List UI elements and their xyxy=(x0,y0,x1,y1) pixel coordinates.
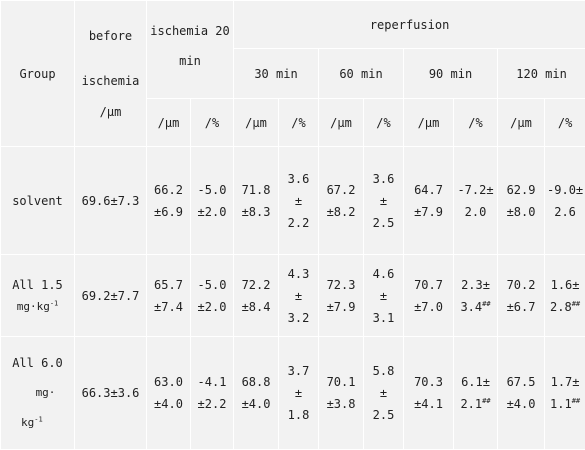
value-cell: 63.0±4.0 xyxy=(147,337,191,450)
before-cell: 69.2±7.7 xyxy=(75,255,147,337)
value-cell: 3.6±2.2 xyxy=(279,147,319,255)
value-cell: -5.0±2.0 xyxy=(191,255,234,337)
unit-um: /μm xyxy=(404,99,454,147)
value-cell: -5.0±2.0 xyxy=(191,147,234,255)
group-cell: solvent xyxy=(1,147,75,255)
unit-um: /μm xyxy=(234,99,279,147)
header-row-1: Group before ischemia /μm ischemia 20 mi… xyxy=(1,1,585,49)
table-row: All 6.0 mg· kg-1 66.3±3.6 63.0±4.0 -4.1±… xyxy=(1,337,585,450)
ischemia-20-header: ischemia 20 min xyxy=(147,1,234,99)
value-cell: -4.1±2.2 xyxy=(191,337,234,450)
value-cell: 70.3±4.1 xyxy=(404,337,454,450)
value-cell: 64.7±7.9 xyxy=(404,147,454,255)
value-cell: 1.6±2.8## xyxy=(545,255,585,337)
table-row: solvent 69.6±7.3 66.2±6.9 -5.0±2.0 71.8±… xyxy=(1,147,585,255)
unit-pct: /% xyxy=(191,99,234,147)
unit-pct: /% xyxy=(545,99,585,147)
group-header: Group xyxy=(1,1,75,147)
value-cell: 62.9±8.0 xyxy=(498,147,545,255)
value-cell: -9.0±2.6 xyxy=(545,147,585,255)
value-cell: 2.3±3.4## xyxy=(454,255,498,337)
value-cell: 4.3±3.2 xyxy=(279,255,319,337)
before-cell: 66.3±3.6 xyxy=(75,337,147,450)
value-cell: 66.2±6.9 xyxy=(147,147,191,255)
time-60-header: 60 min xyxy=(319,49,404,99)
value-cell: 65.7±7.4 xyxy=(147,255,191,337)
value-cell: 4.6±3.1 xyxy=(364,255,404,337)
before-ischemia-header: before ischemia /μm xyxy=(75,1,147,147)
value-cell: 71.8±8.3 xyxy=(234,147,279,255)
value-cell: 70.2±6.7 xyxy=(498,255,545,337)
group-cell: All 6.0 mg· kg-1 xyxy=(1,337,75,450)
unit-pct: /% xyxy=(279,99,319,147)
before-cell: 69.6±7.3 xyxy=(75,147,147,255)
unit-pct: /% xyxy=(364,99,404,147)
value-cell: 67.5±4.0 xyxy=(498,337,545,450)
unit-pct: /% xyxy=(454,99,498,147)
value-cell: 3.7±1.8 xyxy=(279,337,319,450)
value-cell: 5.8±2.5 xyxy=(364,337,404,450)
time-120-header: 120 min xyxy=(498,49,585,99)
table-row: All 1.5 mg·kg-1 69.2±7.7 65.7±7.4 -5.0±2… xyxy=(1,255,585,337)
value-cell: -7.2±2.0 xyxy=(454,147,498,255)
value-cell: 72.2±8.4 xyxy=(234,255,279,337)
value-cell: 67.2±8.2 xyxy=(319,147,364,255)
time-30-header: 30 min xyxy=(234,49,319,99)
unit-um: /μm xyxy=(147,99,191,147)
value-cell: 70.1±3.8 xyxy=(319,337,364,450)
value-cell: 6.1±2.1## xyxy=(454,337,498,450)
unit-um: /μm xyxy=(319,99,364,147)
value-cell: 1.7±1.1## xyxy=(545,337,585,450)
time-90-header: 90 min xyxy=(404,49,498,99)
unit-um: /μm xyxy=(498,99,545,147)
value-cell: 3.6±2.5 xyxy=(364,147,404,255)
group-cell: All 1.5 mg·kg-1 xyxy=(1,255,75,337)
reperfusion-header: reperfusion xyxy=(234,1,585,49)
value-cell: 72.3±7.9 xyxy=(319,255,364,337)
value-cell: 70.7±7.0 xyxy=(404,255,454,337)
value-cell: 68.8±4.0 xyxy=(234,337,279,450)
